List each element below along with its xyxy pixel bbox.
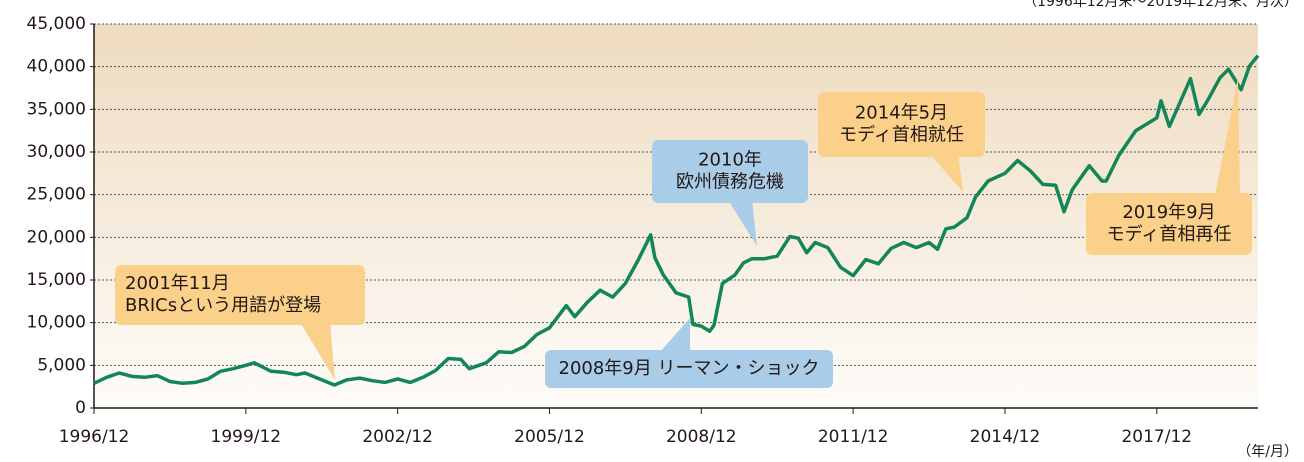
callout-box: [545, 350, 833, 388]
callout-text: モディ首相再任: [1107, 224, 1232, 245]
callout-text: 2019年9月: [1122, 202, 1215, 223]
data-line: [93, 54, 1260, 387]
subtitle: （1996年12月末～2019年12月末、月次）: [1023, 0, 1298, 10]
callout-box: [1086, 193, 1252, 255]
x-tick-label: 2002/12: [362, 427, 433, 447]
x-tick-label: 2017/12: [1121, 427, 1192, 447]
callout-pointer: [1215, 77, 1240, 196]
callout-text: BRICsという用語が登場: [125, 295, 321, 316]
y-tick-label: 15,000: [27, 270, 86, 290]
callout-pointer: [930, 154, 963, 192]
callout-box: [652, 140, 808, 203]
x-tick-label: 2011/12: [818, 427, 889, 447]
y-tick-label: 5,000: [37, 355, 86, 375]
x-tick-label: 2014/12: [970, 427, 1041, 447]
callout-pointer: [660, 318, 690, 352]
callout-text: 2001年11月: [125, 273, 230, 294]
callout-text: 欧州債務危機: [676, 172, 784, 193]
y-tick-label: 45,000: [27, 14, 86, 34]
callout-text: 2014年5月: [855, 103, 948, 124]
x-tick-label: 1999/12: [211, 427, 282, 447]
callout-pointer: [728, 200, 757, 246]
callout-pointer: [300, 322, 335, 380]
callout-box: [818, 92, 985, 157]
x-tick-label: 2005/12: [514, 427, 585, 447]
callout-text: 2008年9月 リーマン・ショック: [559, 358, 820, 379]
y-tick-label: 40,000: [27, 57, 86, 77]
y-tick-label: 30,000: [27, 142, 86, 162]
callout-text: モディ首相就任: [839, 125, 964, 146]
x-unit-label: （年/月）: [1237, 444, 1298, 460]
callout: 2008年9月 リーマン・ショック: [545, 318, 833, 388]
y-tick-label: 20,000: [27, 227, 86, 247]
y-tick-label: 25,000: [27, 185, 86, 205]
y-tick-label: 0: [75, 398, 86, 418]
x-tick-label: 2008/12: [666, 427, 737, 447]
callout-box: [115, 265, 365, 325]
callout-text: 2010年: [698, 150, 762, 171]
y-tick-label: 10,000: [27, 313, 86, 333]
x-tick-label: 1996/12: [59, 427, 130, 447]
y-tick-label: 35,000: [27, 99, 86, 119]
